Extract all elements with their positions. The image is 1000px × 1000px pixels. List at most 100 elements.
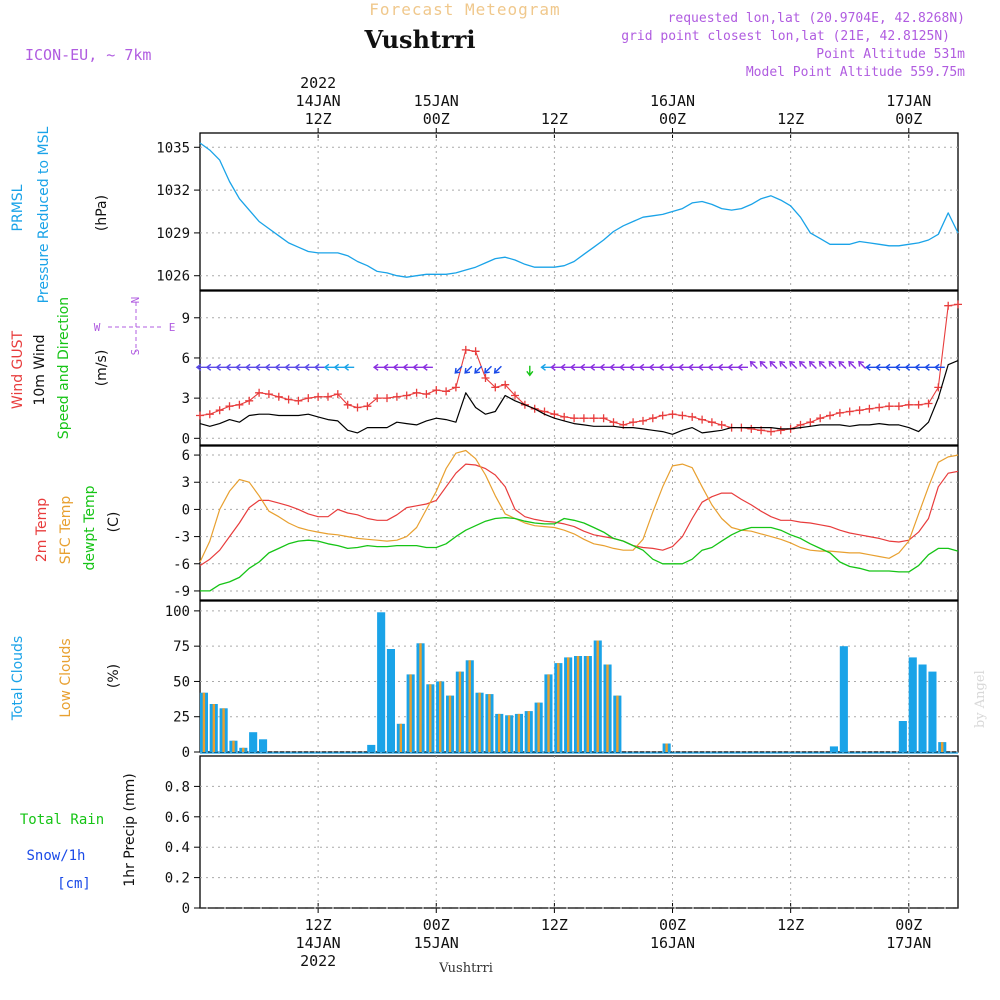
low-cloud-bar-20: [498, 713, 501, 752]
gust-marker-36: [550, 410, 559, 419]
gust-marker-50: [688, 412, 697, 421]
wind-arrow-52: [779, 360, 788, 369]
wind-arrow-63: [884, 363, 896, 371]
temp-label-2m: 2m Temp: [34, 498, 50, 562]
total-cloud-bar-36: [898, 721, 907, 752]
wind-arrow-7: [264, 363, 276, 371]
temp-label-sfc: SFC Temp: [58, 496, 74, 565]
wind-arrow-40: [658, 363, 670, 371]
super-title: Forecast Meteogram: [369, 0, 560, 19]
wind-arrow-64: [894, 363, 906, 371]
gust-marker-68: [865, 404, 874, 413]
gust-marker-14: [333, 390, 342, 399]
gust-marker-41: [599, 414, 608, 423]
wind-arrow-46: [717, 363, 729, 371]
precip-label-snow: Snow/1h: [26, 848, 85, 864]
low-cloud-bar-16: [458, 671, 462, 752]
location-title: Vushtrri: [364, 25, 476, 54]
gust-marker-74: [924, 399, 933, 408]
wind-arrow-37: [628, 363, 640, 371]
precip-ytick-label-0: 0: [182, 901, 190, 917]
bottom-tick-label-0-2: 2022: [300, 952, 336, 970]
bottom-tick-label-3-0: 00Z: [659, 916, 686, 934]
wind-arrow-0: [195, 363, 207, 371]
total-cloud-bar-9: [386, 649, 395, 752]
low-cloud-bar-19: [488, 694, 491, 752]
wind-arrow-15: [343, 363, 355, 371]
gust-marker-25: [442, 387, 451, 396]
gust-marker-6: [255, 388, 264, 397]
bottom-tick-label-1-1: 15JAN: [414, 934, 459, 952]
wind-arrow-56: [818, 360, 827, 369]
wind-arrow-17: [382, 363, 394, 371]
wind-arrow-54: [798, 360, 807, 369]
precip-label-rain: Total Rain: [20, 812, 104, 828]
bottom-tick-label-1-0: 00Z: [423, 916, 450, 934]
temp-dewpt-line: [200, 516, 959, 592]
gust-marker-28: [471, 347, 480, 356]
temperature-ytick-label-2: -3: [173, 530, 190, 546]
precip-ytick-label-3: 0.6: [165, 810, 190, 826]
gust-marker-70: [885, 402, 894, 411]
clouds-side-labels: Total Clouds Low Clouds (%): [10, 636, 122, 721]
gust-marker-66: [845, 407, 854, 416]
requested-coords: requested lon,lat (20.9704E, 42.8268N): [668, 11, 965, 26]
wind-arrow-3: [225, 363, 237, 371]
clouds-ytick-label-2: 50: [173, 674, 190, 690]
total-cloud-bar-5: [249, 732, 258, 752]
wind-label-gust: Wind GUST: [10, 330, 26, 409]
wind-arrow-48: [737, 363, 748, 371]
gust-marker-24: [432, 386, 441, 395]
low-cloud-bar-27: [567, 657, 570, 752]
clouds-ytick-label-4: 100: [165, 604, 190, 620]
gust-marker-58: [767, 427, 775, 436]
wind-arrow-30: [560, 363, 571, 371]
gust-marker-51: [698, 415, 707, 424]
wind-arrow-65: [904, 363, 916, 371]
wind-arrow-60: [858, 360, 867, 369]
gust-marker-64: [826, 411, 834, 420]
gust-marker-0: [196, 411, 204, 420]
wind-arrow-43: [687, 363, 699, 371]
low-cloud-bar-26: [557, 663, 560, 752]
gust-marker-47: [658, 411, 667, 420]
low-cloud-bar-40: [941, 742, 944, 752]
low-cloud-bar-31: [606, 664, 609, 752]
low-cloud-bar-3: [232, 740, 235, 752]
low-cloud-bar-28: [576, 656, 580, 752]
wind-arrow-34: [599, 363, 611, 371]
wind-arrow-8: [274, 363, 286, 371]
low-cloud-bar-4: [242, 747, 245, 752]
wind-arrow-58: [838, 360, 847, 369]
gust-marker-27: [461, 345, 470, 354]
clouds-unit: (%): [106, 664, 122, 688]
gust-marker-11: [304, 394, 313, 403]
low-cloud-bar-21: [507, 715, 511, 752]
wind-ytick-label-0: 0: [182, 431, 190, 447]
bottom-tick-label-4-0: 12Z: [777, 916, 804, 934]
wind-arrow-14: [333, 363, 345, 371]
wind-arrow-45: [707, 363, 719, 371]
gust-marker-67: [855, 406, 864, 415]
gust-marker-45: [639, 416, 647, 425]
wind-arrow-6: [254, 363, 266, 371]
clouds-label-total: Total Clouds: [10, 636, 26, 721]
wind-arrow-26: [493, 365, 502, 374]
precip-ytick-label-1: 0.2: [165, 871, 190, 887]
wind-arrow-2: [215, 363, 227, 371]
footer-location: Vushtrri: [438, 961, 493, 976]
total-cloud-bar-39: [928, 671, 937, 752]
total-cloud-bar-34: [829, 746, 838, 752]
low-cloud-bar-0: [202, 692, 206, 752]
clouds-ytick-label-3: 75: [173, 639, 190, 655]
gust-marker-23: [422, 390, 431, 399]
wind-arrow-9: [284, 363, 296, 371]
wind-arrow-33: [589, 363, 601, 371]
gust-marker-49: [678, 411, 687, 420]
low-cloud-bar-23: [527, 711, 530, 752]
clouds-label-low: Low Clouds: [58, 638, 74, 717]
gust-marker-46: [648, 414, 657, 423]
grid-point-coords: grid point closest lon,lat (21E, 42.8125…: [621, 29, 950, 44]
wind-ytick-label-2: 6: [182, 351, 190, 367]
